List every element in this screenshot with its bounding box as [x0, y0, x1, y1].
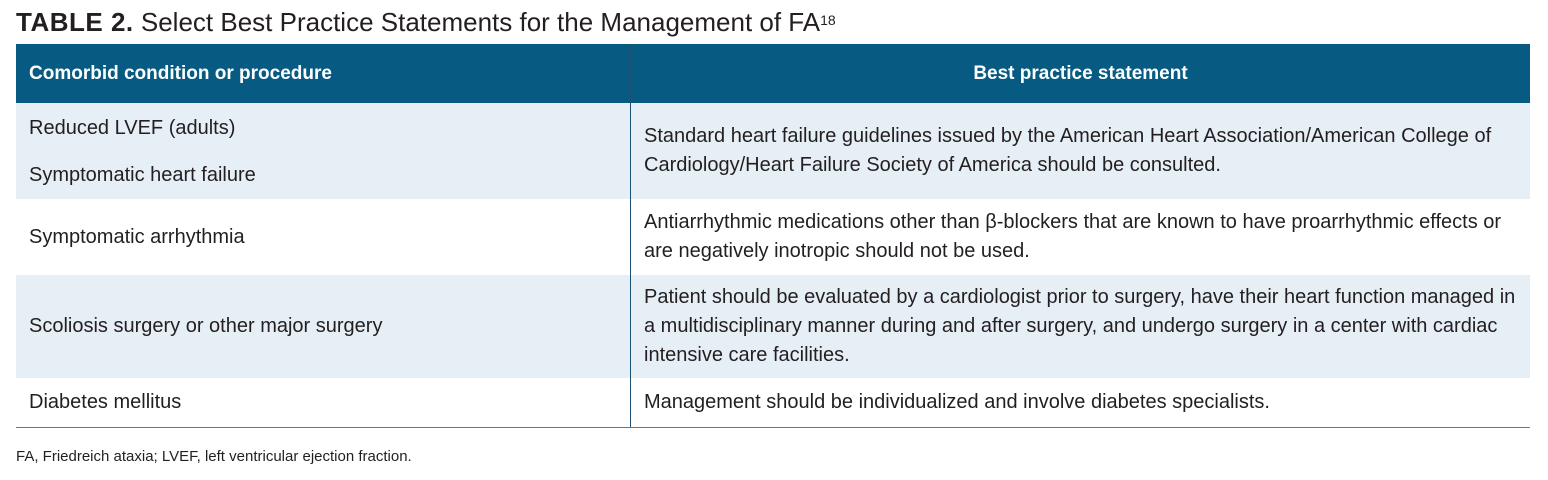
table-title: TABLE 2. Select Best Practice Statements… — [16, 6, 836, 38]
condition: Reduced LVEF (adults) — [29, 116, 236, 139]
footnote: FA, Friedreich ataxia; LVEF, left ventri… — [16, 448, 412, 465]
condition-cell: Scoliosis surgery or other major surgery — [16, 275, 631, 378]
condition: Symptomatic heart failure — [29, 163, 256, 186]
column-header-condition: Comorbid condition or procedure — [16, 44, 631, 103]
table-caption: Select Best Practice Statements for the … — [140, 7, 821, 37]
header-row: Comorbid condition or procedure Best pra… — [16, 44, 1530, 103]
table-row: Reduced LVEF (adults) Symptomatic heart … — [16, 103, 1530, 199]
condition-cell: Diabetes mellitus — [16, 378, 631, 428]
column-header-statement: Best practice statement — [630, 44, 1530, 103]
statement-cell: Management should be individualized and … — [630, 378, 1530, 428]
table-row: Diabetes mellitus Management should be i… — [16, 378, 1530, 428]
statement-cell: Standard heart failure guidelines issued… — [630, 103, 1530, 199]
table-label: TABLE 2. — [16, 7, 134, 37]
condition-cell: Symptomatic arrhythmia — [16, 199, 631, 275]
statement-cell: Patient should be evaluated by a cardiol… — [630, 275, 1530, 378]
best-practice-table: Comorbid condition or procedure Best pra… — [16, 44, 1530, 428]
statement-cell: Antiarrhythmic medications other than β-… — [644, 211, 1502, 262]
table-row: Scoliosis surgery or other major surgery… — [16, 275, 1530, 378]
reference-number: 18 — [820, 12, 836, 28]
condition-cell: Reduced LVEF (adults) Symptomatic heart … — [16, 103, 631, 199]
table-row: Symptomatic arrhythmia Antiarrhythmic me… — [16, 199, 1530, 275]
